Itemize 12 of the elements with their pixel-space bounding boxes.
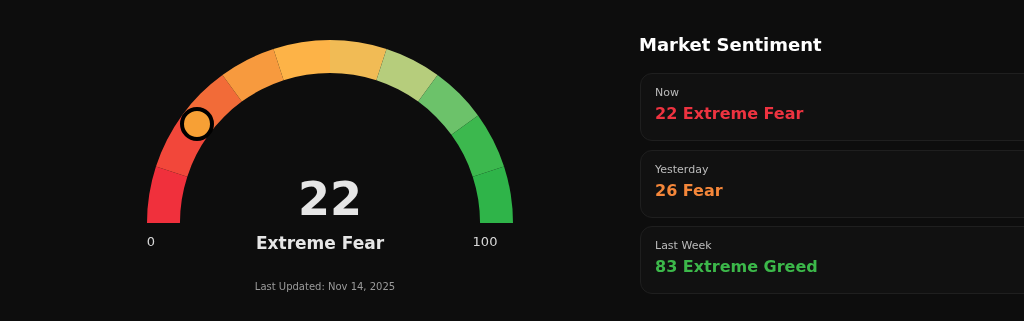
text: Yesterday (655, 163, 709, 176)
text: 100 (472, 234, 498, 249)
text: Now (655, 86, 679, 99)
text: Last Week (655, 239, 712, 252)
text: 26 Fear (655, 181, 723, 200)
text: 83 Extreme Greed (655, 257, 818, 276)
text: 0 (146, 234, 156, 249)
text: Market Sentiment (639, 34, 822, 55)
text: 22 Extreme Fear (655, 104, 804, 123)
text: Extreme Fear (255, 233, 385, 253)
text: Last Updated: Nov 14, 2025 (254, 281, 396, 292)
text: 22 (297, 172, 363, 226)
